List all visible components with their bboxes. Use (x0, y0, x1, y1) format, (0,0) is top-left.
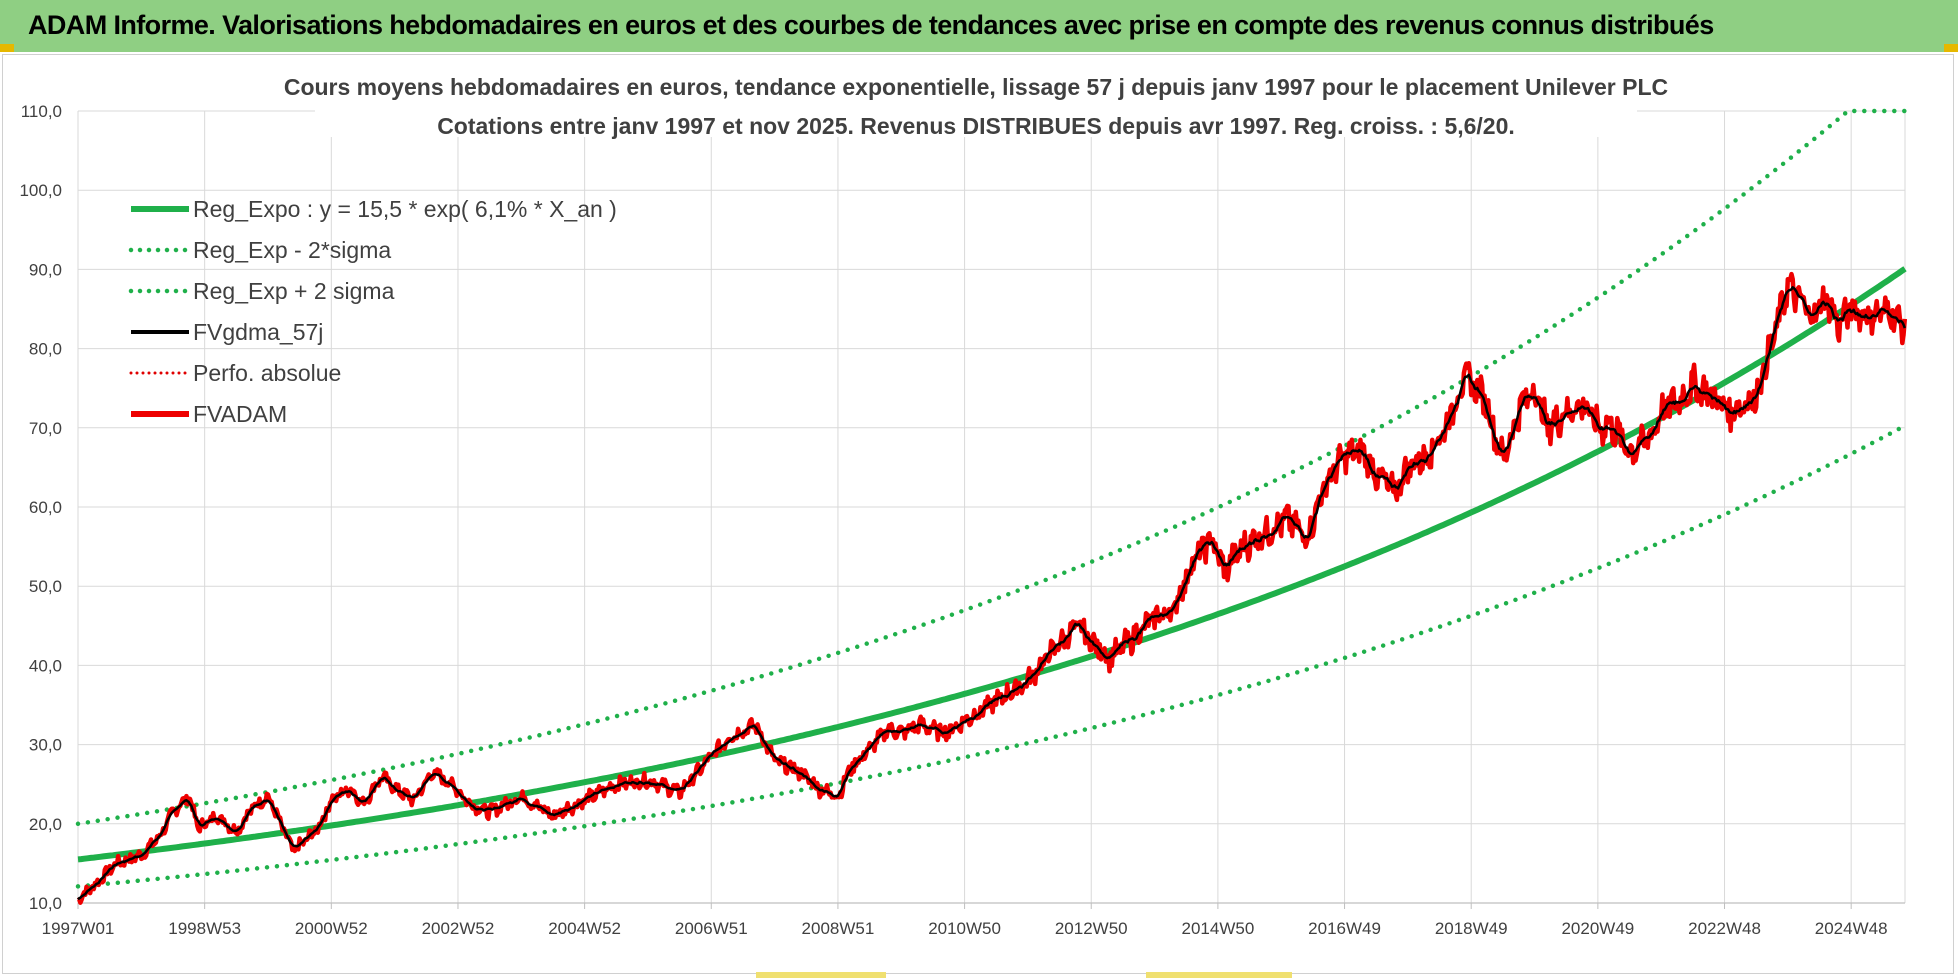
chart-title-line2: Cotations entre janv 1997 et nov 2025. R… (437, 113, 1515, 139)
grid-layer (77, 110, 1906, 904)
y-tick-label: 50,0 (29, 577, 62, 596)
x-tick-label: 1997W01 (42, 919, 115, 938)
legend: Reg_Expo : y = 15,5 * exp( 6,1% * X_an )… (128, 196, 617, 427)
x-tick-label: 2002W52 (422, 919, 495, 938)
series-fvgdma-57j (77, 286, 1906, 901)
x-tick-label: 2010W50 (928, 919, 1001, 938)
corner-marker-left (0, 44, 14, 52)
x-tick-label: 2000W52 (295, 919, 368, 938)
y-tick-label: 100,0 (19, 181, 62, 200)
legend-label: Perfo. absolue (193, 360, 341, 386)
series-layer (75, 108, 1908, 905)
x-tick-label: 2012W50 (1055, 919, 1128, 938)
y-tick-label: 60,0 (29, 498, 62, 517)
chart-svg: 10,0 20,0 30,0 40,0 50,0 60,0 70,0 80,0 90,0 100,… (19, 57, 1908, 938)
legend-label: FVADAM (193, 401, 287, 427)
legend-label: Reg_Expo : y = 15,5 * exp( 6,1% * X_an ) (193, 196, 617, 222)
legend-label: FVgdma_57j (193, 319, 323, 345)
series-reg-exp-plus-2sigma (75, 108, 1908, 827)
corner-marker-right (1944, 44, 1958, 52)
header-bar: ADAM Informe. Valorisations hebdomadaire… (0, 0, 1958, 52)
y-tick-label: 70,0 (29, 419, 62, 438)
x-tick-label: 2024W48 (1815, 919, 1888, 938)
series-reg-expo (77, 266, 1907, 863)
y-tick-label: 20,0 (29, 815, 62, 834)
x-tick-label: 2006W51 (675, 919, 748, 938)
footer-tab-left (756, 972, 886, 978)
x-tick-label: 2016W49 (1308, 919, 1381, 938)
x-tick-label: 1998W53 (168, 919, 241, 938)
x-tick-label: 2004W52 (548, 919, 621, 938)
y-tick-label: 30,0 (29, 736, 62, 755)
series-reg-exp-minus-2sigma (75, 423, 1908, 889)
x-tick-label: 2018W49 (1435, 919, 1508, 938)
x-tick-label: 2014W50 (1182, 919, 1255, 938)
y-tick-label: 80,0 (29, 340, 62, 359)
x-tick-label: 2022W48 (1688, 919, 1761, 938)
y-tick-label: 110,0 (21, 102, 62, 121)
footer-tab-right (1146, 972, 1292, 978)
axis-layer: 10,0 20,0 30,0 40,0 50,0 60,0 70,0 80,0 90,0 100,… (19, 102, 1905, 938)
y-tick-label: 10,0 (29, 894, 62, 913)
series-fvadam (76, 271, 1908, 905)
x-tick-label: 2008W51 (802, 919, 875, 938)
x-tick-label: 2020W49 (1561, 919, 1634, 938)
legend-label: Reg_Exp + 2 sigma (193, 278, 395, 304)
title-layer: Cours moyens hebdomadaires en euros, ten… (284, 57, 1668, 139)
y-tick-label: 90,0 (29, 260, 62, 279)
legend-label: Reg_Exp - 2*sigma (193, 237, 391, 263)
chart-title-bg (315, 57, 1637, 137)
chart-title-line1: Cours moyens hebdomadaires en euros, ten… (284, 74, 1668, 100)
y-tick-label: 40,0 (29, 656, 62, 675)
page-title: ADAM Informe. Valorisations hebdomadaire… (28, 10, 1714, 40)
chart-frame: 10,0 20,0 30,0 40,0 50,0 60,0 70,0 80,0 90,0 100,… (2, 54, 1954, 974)
